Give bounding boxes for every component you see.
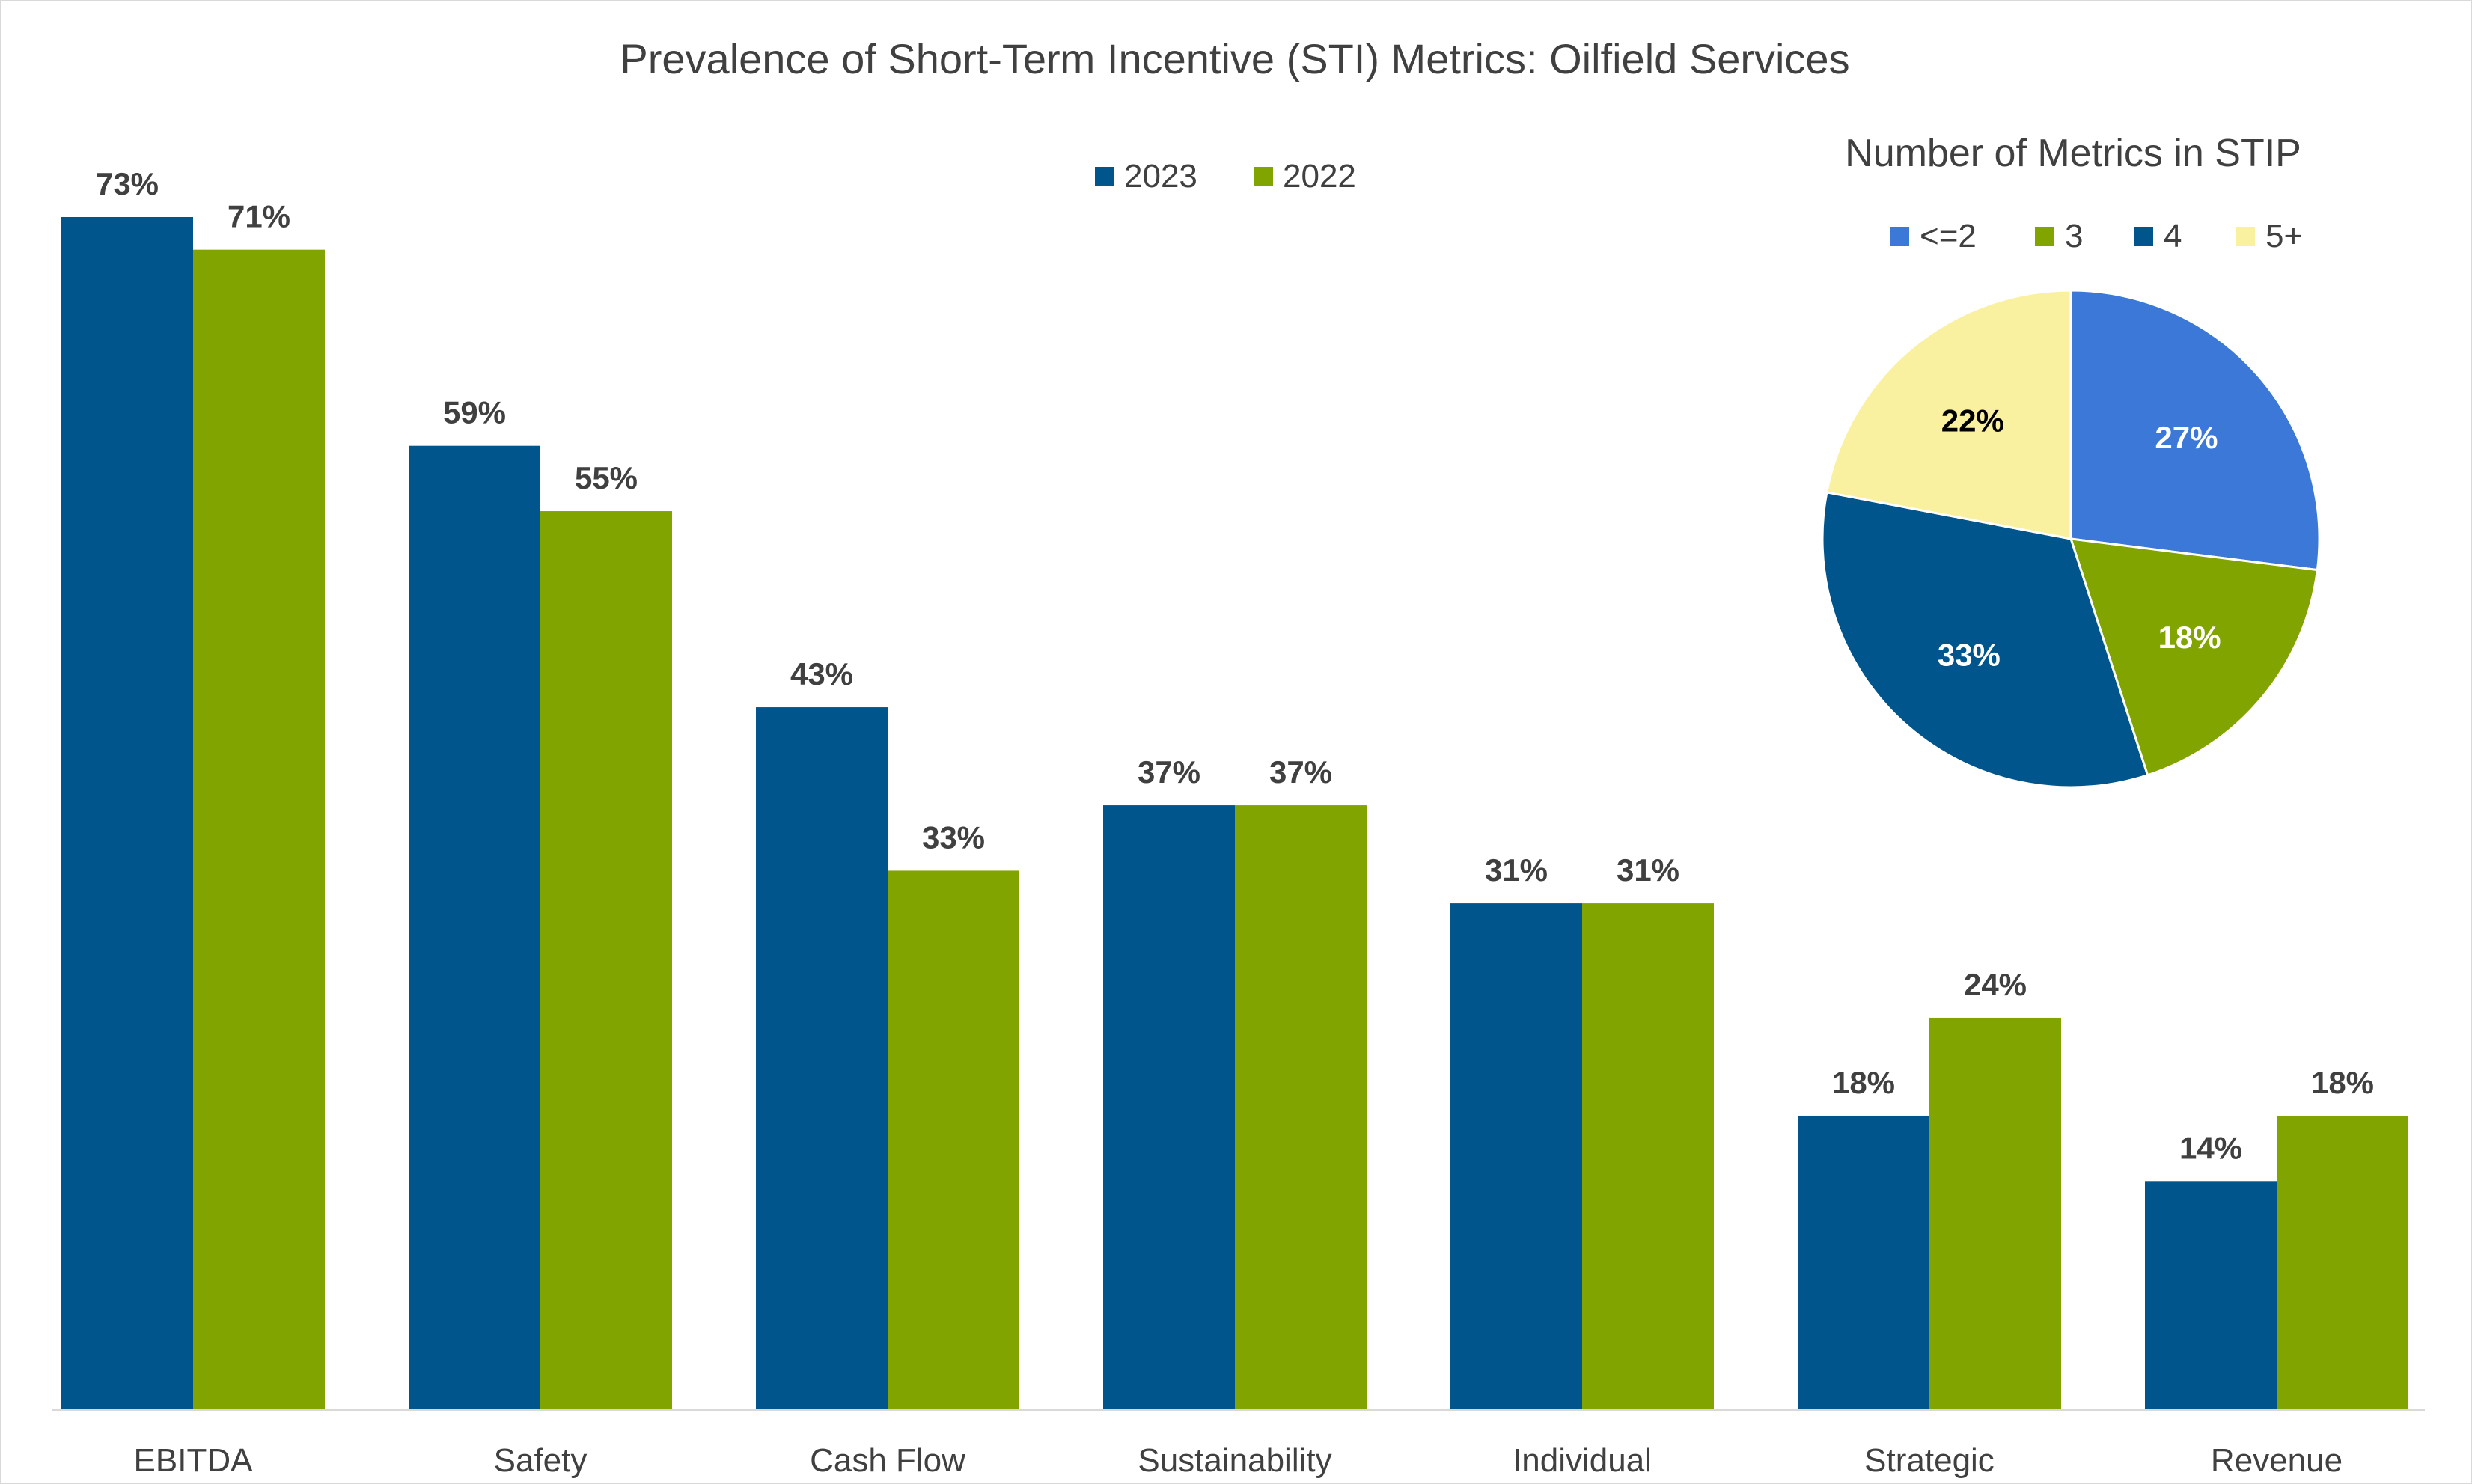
pie-legend-label-4: 4	[2164, 218, 2182, 254]
bar-sustainability-2023	[1103, 805, 1235, 1410]
chart-title: Prevalence of Short-Term Incentive (STI)…	[620, 35, 1849, 82]
data-label-sustainability-2023: 37%	[1138, 754, 1200, 790]
data-label-ebitda-2022: 71%	[228, 199, 290, 234]
pie-legend: <=2 3 4 5+	[1890, 218, 2303, 254]
data-label-individual-2022: 31%	[1617, 852, 1679, 888]
x-tick-label-safety: Safety	[494, 1442, 588, 1479]
pie-legend-label-5: 5+	[2265, 218, 2303, 254]
pie-legend-label-2: <=2	[1920, 218, 1977, 254]
bar-sustainability-2022	[1235, 805, 1367, 1410]
pie-slice-3	[2069, 537, 2319, 777]
bar-individual-2023	[1450, 903, 1582, 1410]
legend-label-2023: 2023	[1124, 158, 1197, 195]
pie-label-5: 22%	[1941, 403, 2004, 438]
bar-ebitda-2023	[61, 217, 193, 1410]
pie-legend-swatch-4	[2134, 227, 2153, 246]
data-label-revenue-2022: 18%	[2311, 1065, 2374, 1100]
data-label-safety-2022: 55%	[575, 460, 638, 495]
pie-title: Number of Metrics in STIP	[1845, 132, 2301, 175]
legend-swatch-2022	[1254, 167, 1273, 186]
bar-strategic-2023	[1798, 1115, 1929, 1410]
x-tick-label-cash-flow: Cash Flow	[810, 1442, 965, 1479]
pie-legend-swatch-5	[2236, 227, 2255, 246]
data-label-strategic-2022: 24%	[1964, 967, 2027, 1002]
bar-cash-flow-2022	[888, 870, 1019, 1410]
bar-revenue-2023	[2145, 1181, 2277, 1410]
pie-label-2: 27%	[2155, 420, 2218, 455]
x-tick-label-individual: Individual	[1513, 1442, 1652, 1479]
x-tick-label-revenue: Revenue	[2211, 1442, 2343, 1479]
pie-legend-label-3: 3	[2065, 218, 2083, 254]
bar-safety-2022	[540, 511, 672, 1411]
legend-swatch-2023	[1095, 167, 1114, 186]
data-label-individual-2023: 31%	[1485, 852, 1548, 888]
pie-slice-5	[1825, 289, 2072, 540]
x-tick-label-sustainability: Sustainability	[1138, 1442, 1331, 1479]
data-label-strategic-2023: 18%	[1832, 1065, 1895, 1100]
pie-plot-area: 27% 18% 33% 22%	[1821, 289, 2321, 789]
x-tick-label-ebitda: EBITDA	[134, 1442, 254, 1479]
pie-slice-4	[1821, 491, 2149, 789]
pie-label-4: 33%	[1938, 637, 2001, 672]
bar-plot-area: 73% 71% EBITDA 59% 55% Safety 43% 33% Cash Flow 3…	[52, 166, 2425, 1479]
data-label-ebitda-2023: 73%	[96, 166, 159, 201]
bar-safety-2023	[409, 445, 540, 1410]
data-label-cash-flow-2023: 43%	[790, 656, 853, 691]
pie-slice-2	[2069, 289, 2321, 572]
pie-legend-swatch-2	[1890, 227, 1909, 246]
pie-label-3: 18%	[2158, 620, 2221, 655]
pie-legend-swatch-3	[2035, 227, 2054, 246]
data-label-cash-flow-2022: 33%	[922, 819, 985, 855]
bar-cash-flow-2023	[756, 707, 888, 1410]
bar-individual-2022	[1582, 903, 1714, 1410]
data-label-safety-2023: 59%	[443, 395, 506, 430]
data-label-sustainability-2022: 37%	[1269, 754, 1332, 790]
data-label-revenue-2023: 14%	[2179, 1130, 2242, 1165]
bar-legend: 2023 2022	[1095, 158, 1356, 195]
bar-ebitda-2022	[193, 249, 325, 1410]
bar-revenue-2022	[2277, 1115, 2408, 1410]
bar-strategic-2022	[1929, 1017, 2061, 1410]
legend-label-2022: 2022	[1283, 158, 1356, 195]
x-tick-label-strategic: Strategic	[1864, 1442, 1995, 1479]
